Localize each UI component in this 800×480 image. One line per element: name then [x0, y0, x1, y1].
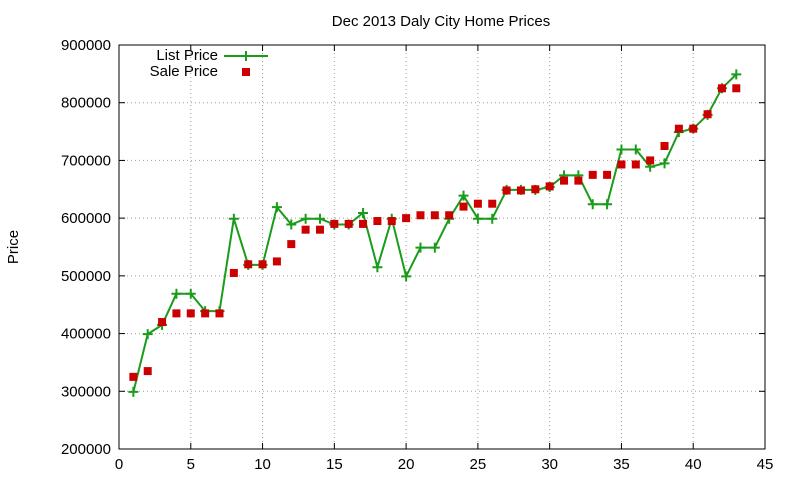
list-price-point [630, 144, 641, 155]
list-price-point [128, 386, 139, 397]
x-tick-label: 5 [187, 456, 195, 473]
list-price-point [487, 213, 498, 224]
y-tick-label: 900000 [61, 37, 111, 54]
grid-layer [119, 45, 765, 449]
sale-price-point [416, 211, 425, 220]
tick-layer: 0 5 10 15 20 25 30 35 40 45 200000 300000 400000 5000… [61, 37, 773, 473]
sale-price-point [158, 318, 167, 327]
list-price-point [616, 144, 627, 155]
sale-price-point [732, 84, 741, 93]
list-price-point [458, 190, 469, 201]
sale-price-point [588, 170, 597, 179]
sale-price-point [646, 156, 655, 165]
list-price-point [372, 262, 383, 273]
x-tick-label: 45 [757, 456, 774, 473]
sale-price-point [631, 160, 640, 169]
legend: List Price Sale Price [150, 47, 268, 80]
list-price-point [587, 199, 598, 210]
y-tick-label: 700000 [61, 152, 111, 169]
sale-price-point [531, 185, 540, 194]
y-tick-label: 300000 [61, 383, 111, 400]
list-price-point [286, 219, 297, 230]
list-price-point [731, 69, 742, 80]
sale-price-point [373, 217, 382, 226]
sale-price-point [172, 309, 181, 318]
list-price-line [132, 73, 737, 393]
sale-price-point [689, 124, 698, 133]
x-tick-label: 35 [613, 456, 630, 473]
list-price-point [228, 213, 239, 224]
sale-price-point [315, 225, 324, 234]
x-tick-label: 15 [326, 456, 343, 473]
sale-price-point [674, 124, 683, 133]
x-tick-label: 0 [115, 456, 123, 473]
y-axis-label: Price [5, 230, 22, 264]
sale-price-point [545, 182, 554, 191]
sale-price-point [402, 214, 411, 223]
list-price-point [185, 288, 196, 299]
sale-price-point [603, 170, 612, 179]
y-tick-label: 200000 [61, 441, 111, 458]
sale-price-point [560, 176, 569, 185]
sale-price-point [359, 219, 368, 228]
sale-price-point [430, 211, 439, 220]
x-tick-label: 30 [541, 456, 558, 473]
sale-price-point [186, 309, 195, 318]
list-price-point [415, 242, 426, 253]
list-price-point [171, 288, 182, 299]
sale-price-point [717, 84, 726, 93]
sale-price-point [215, 309, 224, 318]
series-layer [128, 69, 742, 397]
sale-price-point [473, 199, 482, 208]
list-price-point [271, 202, 282, 213]
sale-price-point [201, 309, 210, 318]
legend-label-sale-price: Sale Price [150, 63, 218, 80]
legend-marker-sale-price [242, 68, 250, 76]
legend-label-list-price: List Price [156, 47, 218, 64]
chart-title: Dec 2013 Daly City Home Prices [332, 13, 550, 30]
sale-price-point [703, 110, 712, 119]
sale-price-point [244, 260, 253, 269]
list-price-point [472, 213, 483, 224]
list-price-point [659, 158, 670, 169]
sale-price-point [344, 219, 353, 228]
legend-marker-list-price [241, 51, 251, 61]
sale-price-point [287, 240, 296, 249]
sale-price-point [330, 219, 339, 228]
sale-price-point [129, 372, 138, 381]
sale-price-point [143, 367, 152, 376]
list-price-point [401, 271, 412, 282]
sale-price-point [488, 199, 497, 208]
list-price-point [358, 207, 369, 218]
sale-price-point [617, 160, 626, 169]
x-tick-label: 25 [470, 456, 487, 473]
sale-price-point [229, 268, 238, 277]
x-tick-label: 20 [398, 456, 415, 473]
sale-price-point [660, 142, 669, 150]
x-tick-label: 10 [254, 456, 271, 473]
y-tick-label: 500000 [61, 268, 111, 285]
sale-price-point [516, 186, 525, 195]
plot-frame [118, 44, 766, 450]
sale-price-point [445, 211, 454, 220]
sale-price-point [387, 217, 396, 226]
x-tick-label: 40 [685, 456, 702, 473]
list-price-point [300, 213, 311, 224]
list-price-point [602, 199, 613, 210]
sale-price-point [502, 186, 511, 195]
y-tick-label: 800000 [61, 95, 111, 112]
list-price-point [429, 242, 440, 253]
sale-price-point [301, 225, 310, 234]
list-price-point [142, 329, 153, 340]
y-tick-label: 600000 [61, 210, 111, 227]
sale-price-point [574, 176, 583, 185]
list-price-point [314, 213, 325, 224]
sale-price-point [258, 260, 267, 269]
sale-price-point [272, 257, 281, 266]
sale-price-point [459, 202, 468, 211]
y-tick-label: 400000 [61, 326, 111, 343]
